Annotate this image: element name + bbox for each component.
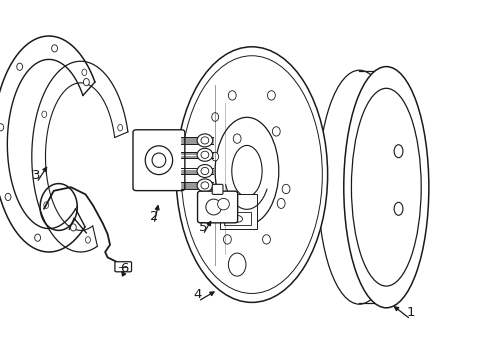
Ellipse shape — [211, 152, 218, 161]
Ellipse shape — [176, 47, 327, 302]
Ellipse shape — [145, 146, 172, 175]
Ellipse shape — [42, 111, 47, 118]
Ellipse shape — [351, 88, 420, 286]
Ellipse shape — [228, 253, 245, 276]
Text: 2: 2 — [149, 210, 158, 223]
Ellipse shape — [211, 113, 218, 121]
Ellipse shape — [343, 67, 428, 308]
FancyBboxPatch shape — [115, 262, 131, 272]
Ellipse shape — [201, 182, 208, 189]
FancyBboxPatch shape — [220, 194, 256, 229]
Ellipse shape — [277, 198, 285, 208]
Ellipse shape — [197, 179, 212, 192]
Ellipse shape — [282, 184, 289, 194]
Ellipse shape — [267, 91, 275, 100]
Text: 4: 4 — [193, 288, 202, 301]
Ellipse shape — [272, 127, 280, 136]
Ellipse shape — [318, 70, 400, 304]
Ellipse shape — [229, 215, 242, 222]
Text: 1: 1 — [406, 306, 414, 319]
Ellipse shape — [0, 124, 4, 131]
Text: 6: 6 — [120, 262, 129, 275]
Ellipse shape — [213, 184, 221, 194]
Ellipse shape — [118, 125, 122, 131]
Ellipse shape — [52, 45, 58, 52]
FancyBboxPatch shape — [197, 191, 237, 223]
Ellipse shape — [262, 235, 270, 244]
Ellipse shape — [223, 235, 231, 244]
Ellipse shape — [393, 145, 402, 158]
Ellipse shape — [231, 145, 262, 197]
Ellipse shape — [205, 199, 221, 215]
Ellipse shape — [44, 202, 49, 208]
Text: 3: 3 — [32, 169, 41, 182]
Ellipse shape — [201, 137, 208, 144]
Ellipse shape — [70, 224, 76, 231]
Ellipse shape — [35, 234, 41, 241]
Ellipse shape — [228, 91, 236, 100]
Text: 5: 5 — [198, 221, 207, 234]
Ellipse shape — [17, 63, 22, 70]
FancyBboxPatch shape — [133, 130, 184, 190]
Ellipse shape — [201, 167, 208, 175]
Ellipse shape — [81, 69, 86, 76]
Ellipse shape — [233, 134, 241, 143]
Ellipse shape — [201, 151, 208, 158]
Ellipse shape — [85, 237, 90, 243]
FancyBboxPatch shape — [212, 184, 223, 194]
Ellipse shape — [197, 165, 212, 177]
Ellipse shape — [152, 153, 165, 167]
Ellipse shape — [393, 202, 402, 215]
Ellipse shape — [217, 198, 229, 210]
Ellipse shape — [197, 148, 212, 161]
Ellipse shape — [215, 117, 278, 225]
Ellipse shape — [83, 78, 89, 86]
Ellipse shape — [197, 134, 212, 147]
Ellipse shape — [5, 193, 11, 201]
FancyBboxPatch shape — [224, 212, 250, 225]
Ellipse shape — [181, 56, 322, 293]
